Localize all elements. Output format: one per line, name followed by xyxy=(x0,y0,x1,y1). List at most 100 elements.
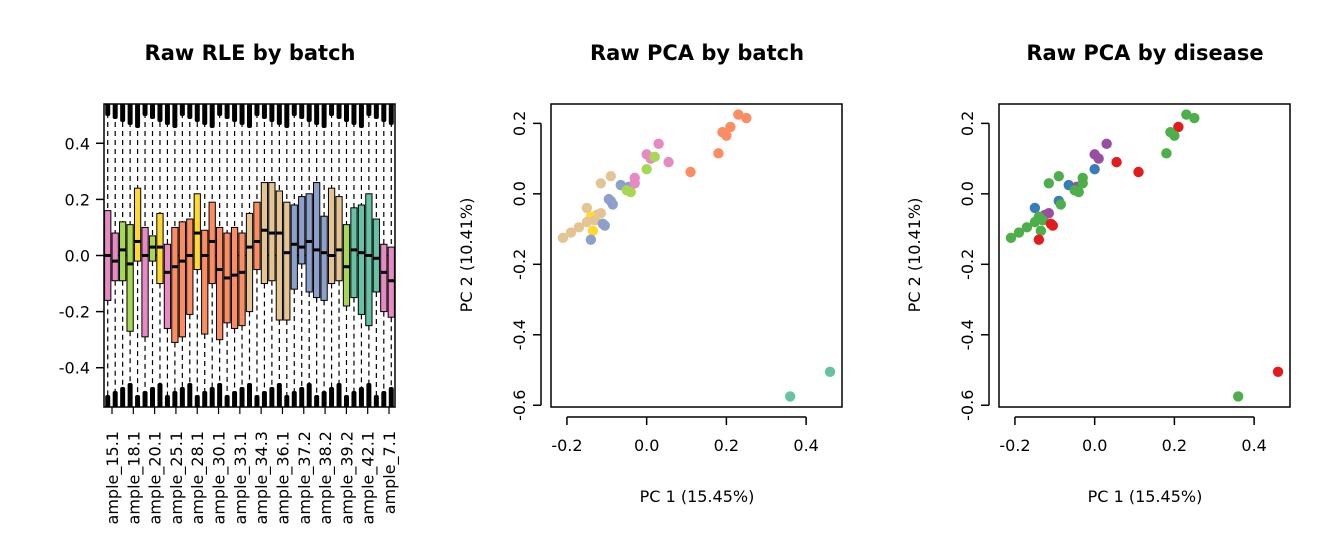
rle-outliers-lower xyxy=(209,387,215,407)
pca-disease-axes: -0.2 0.0 0.2 0.4 -0.6 -0.4 -0.2 0.0 0.2 xyxy=(958,111,1267,455)
rle-box xyxy=(342,104,351,407)
pca-disease-point xyxy=(1053,171,1064,182)
pca-disease-point xyxy=(1189,112,1200,124)
rle-outliers-lower xyxy=(157,383,163,407)
rle-outliers-lower xyxy=(120,387,126,407)
rle-outliers-upper xyxy=(150,104,155,119)
pca-batch-point xyxy=(603,193,615,205)
rle-box xyxy=(216,104,224,407)
pca-disease-point xyxy=(1055,199,1066,210)
rle-box-body xyxy=(327,187,336,285)
rle-outliers-lower xyxy=(284,395,290,407)
rle-outliers-lower xyxy=(344,395,349,407)
rle-outliers-upper xyxy=(276,104,282,125)
rle-box xyxy=(245,104,254,407)
rle-x-tick-label: ample_33.1 xyxy=(231,431,251,524)
pca-batch-point xyxy=(824,366,836,377)
rle-box xyxy=(163,104,172,407)
rle-box xyxy=(357,104,366,407)
pca-batch-point xyxy=(629,178,640,189)
rle-box xyxy=(193,104,201,407)
pca-batch-point xyxy=(581,216,593,228)
pca-batch-point xyxy=(565,227,577,238)
rle-y-axis: -0.4 -0.2 0.0 0.2 0.4 xyxy=(59,134,104,378)
pca-disease-point xyxy=(1173,121,1184,133)
pca-disease-y-tick-label: 0.0 xyxy=(958,181,977,206)
rle-outliers-lower xyxy=(194,395,200,407)
rle-outliers-upper xyxy=(239,104,245,125)
rle-outliers-upper xyxy=(321,104,327,128)
rle-box-body xyxy=(350,207,358,299)
rle-x-tick-label: ample_34.3 xyxy=(252,431,272,524)
pca-batch-point xyxy=(685,166,696,178)
pca-disease-point xyxy=(1047,220,1059,231)
rle-outliers-upper xyxy=(358,104,364,128)
pca-batch-point xyxy=(581,202,593,214)
rle-box-body xyxy=(283,201,291,321)
rle-x-tick-label: ample_39.2 xyxy=(337,431,357,524)
pca-batch-point xyxy=(605,171,616,182)
rle-outliers-upper xyxy=(269,104,275,122)
pca-disease-point xyxy=(1073,186,1084,198)
rle-box xyxy=(320,104,328,407)
rle-outliers-upper xyxy=(202,104,208,125)
pca-batch-point xyxy=(599,220,611,231)
pca-batch-point xyxy=(641,163,652,175)
pca-disease-x-tick-label: 0.0 xyxy=(1082,436,1107,455)
rle-x-tick-label: ample_30.1 xyxy=(210,431,230,524)
pca-disease-point xyxy=(1133,166,1144,178)
rle-box-body xyxy=(186,218,194,315)
pca-batch-plot-frame xyxy=(550,103,843,408)
rle-outliers-upper xyxy=(261,104,267,119)
rle-box xyxy=(350,104,358,407)
pca-batch-point xyxy=(725,121,736,133)
rle-outliers-upper xyxy=(105,104,111,116)
pca-batch-y-tick-label: -0.4 xyxy=(510,319,529,350)
rle-outliers-lower xyxy=(373,395,379,407)
rle-outliers-lower xyxy=(276,383,282,407)
pca-disease-points xyxy=(1005,109,1284,402)
pca-batch-axes: -0.2 0.0 0.2 0.4 -0.6 -0.4 -0.2 0.0 0.2 xyxy=(510,111,819,455)
rle-outliers-upper xyxy=(247,104,252,128)
rle-box xyxy=(119,104,127,407)
rle-box-body xyxy=(216,226,224,341)
rle-x-tick-label: ample_20.1 xyxy=(146,431,166,524)
rle-outliers-upper xyxy=(142,104,148,116)
rle-y-tick-label: -0.4 xyxy=(59,359,90,378)
pca-batch-y-tick-label: 0.0 xyxy=(510,181,529,206)
rle-box xyxy=(238,104,246,407)
rle-x-tick-label: ample_42.1 xyxy=(359,431,379,524)
pca-disease-point xyxy=(1029,202,1041,214)
pca-disease-ylabel: PC 2 (10.41%) xyxy=(905,198,924,313)
rle-outliers-lower xyxy=(150,387,155,407)
pca-batch-point xyxy=(587,225,599,237)
rle-title: Raw RLE by batch xyxy=(145,41,356,65)
rle-box xyxy=(186,104,194,407)
rle-box xyxy=(268,104,276,407)
pca-disease-point xyxy=(1037,215,1049,226)
rle-box-body xyxy=(365,193,373,327)
rle-outliers-upper xyxy=(329,104,335,116)
rle-outliers-upper xyxy=(217,104,223,116)
pca-batch-ylabel: PC 2 (10.41%) xyxy=(457,198,476,313)
rle-outliers-upper xyxy=(194,104,200,122)
rle-boxes xyxy=(104,104,395,407)
rle-outliers-lower xyxy=(381,391,387,407)
rle-x-tick-label: ample_7.1 xyxy=(380,431,400,514)
rle-box-body xyxy=(126,224,134,332)
rle-outliers-upper xyxy=(179,104,185,116)
rle-outliers-upper xyxy=(232,104,238,122)
rle-outliers-lower xyxy=(269,387,275,407)
pca-disease-x-tick-label: -0.2 xyxy=(999,436,1030,455)
rle-outliers-lower xyxy=(314,395,320,407)
rle-box-body xyxy=(298,196,306,265)
rle-box xyxy=(201,104,209,407)
rle-box xyxy=(335,104,343,407)
rle-outliers-lower xyxy=(232,391,238,407)
rle-outliers-lower xyxy=(351,391,357,407)
rle-box-body xyxy=(275,190,283,321)
rle-box-body xyxy=(335,196,343,282)
rle-outliers-lower xyxy=(261,391,267,407)
rle-box-body xyxy=(260,182,269,285)
